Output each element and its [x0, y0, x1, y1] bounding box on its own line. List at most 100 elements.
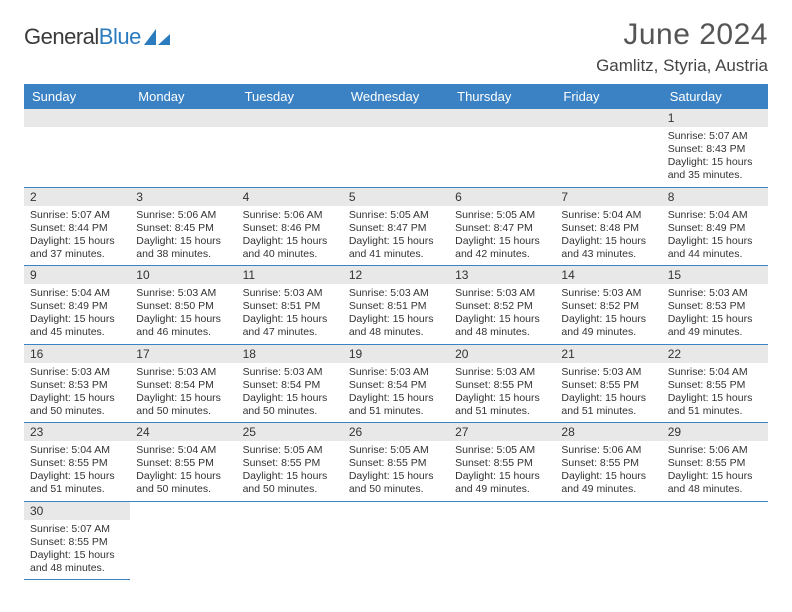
day-number: 7 — [555, 188, 661, 206]
calendar-cell: 11Sunrise: 5:03 AMSunset: 8:51 PMDayligh… — [237, 266, 343, 345]
brand-name: GeneralBlue — [24, 24, 141, 50]
day-body: Sunrise: 5:03 AMSunset: 8:55 PMDaylight:… — [449, 363, 555, 423]
day-body: Sunrise: 5:07 AMSunset: 8:55 PMDaylight:… — [24, 520, 130, 580]
calendar-cell: 9Sunrise: 5:04 AMSunset: 8:49 PMDaylight… — [24, 266, 130, 345]
calendar-cell-empty — [237, 501, 343, 580]
calendar-cell: 2Sunrise: 5:07 AMSunset: 8:44 PMDaylight… — [24, 187, 130, 266]
calendar-cell-empty — [555, 501, 661, 580]
calendar-cell-empty — [449, 501, 555, 580]
weekday-header-row: SundayMondayTuesdayWednesdayThursdayFrid… — [24, 84, 768, 109]
day-number: 27 — [449, 423, 555, 441]
day-body: Sunrise: 5:04 AMSunset: 8:55 PMDaylight:… — [130, 441, 236, 501]
calendar-cell: 24Sunrise: 5:04 AMSunset: 8:55 PMDayligh… — [130, 423, 236, 502]
day-number: 25 — [237, 423, 343, 441]
sail-icon — [143, 28, 171, 46]
day-body: Sunrise: 5:03 AMSunset: 8:52 PMDaylight:… — [449, 284, 555, 344]
calendar-cell: 28Sunrise: 5:06 AMSunset: 8:55 PMDayligh… — [555, 423, 661, 502]
weekday-header: Sunday — [24, 84, 130, 109]
day-number: 19 — [343, 345, 449, 363]
day-number: 30 — [24, 502, 130, 520]
calendar-row: 30Sunrise: 5:07 AMSunset: 8:55 PMDayligh… — [24, 501, 768, 580]
day-number: 17 — [130, 345, 236, 363]
day-number: 28 — [555, 423, 661, 441]
weekday-header: Thursday — [449, 84, 555, 109]
day-body: Sunrise: 5:03 AMSunset: 8:50 PMDaylight:… — [130, 284, 236, 344]
calendar-cell: 6Sunrise: 5:05 AMSunset: 8:47 PMDaylight… — [449, 187, 555, 266]
calendar-cell: 19Sunrise: 5:03 AMSunset: 8:54 PMDayligh… — [343, 344, 449, 423]
brand-logo: GeneralBlue — [24, 24, 171, 50]
day-body: Sunrise: 5:03 AMSunset: 8:51 PMDaylight:… — [343, 284, 449, 344]
calendar-cell: 15Sunrise: 5:03 AMSunset: 8:53 PMDayligh… — [662, 266, 768, 345]
day-number: 9 — [24, 266, 130, 284]
day-number: 14 — [555, 266, 661, 284]
calendar-cell: 16Sunrise: 5:03 AMSunset: 8:53 PMDayligh… — [24, 344, 130, 423]
location: Gamlitz, Styria, Austria — [596, 56, 768, 76]
brand-name-b: Blue — [99, 24, 141, 49]
calendar-cell-empty — [555, 109, 661, 187]
day-body: Sunrise: 5:03 AMSunset: 8:53 PMDaylight:… — [662, 284, 768, 344]
day-number: 21 — [555, 345, 661, 363]
calendar-cell: 17Sunrise: 5:03 AMSunset: 8:54 PMDayligh… — [130, 344, 236, 423]
calendar-row: 16Sunrise: 5:03 AMSunset: 8:53 PMDayligh… — [24, 344, 768, 423]
brand-name-a: General — [24, 24, 99, 49]
day-body: Sunrise: 5:03 AMSunset: 8:53 PMDaylight:… — [24, 363, 130, 423]
weekday-header: Wednesday — [343, 84, 449, 109]
calendar-cell-empty — [237, 109, 343, 187]
calendar-cell: 29Sunrise: 5:06 AMSunset: 8:55 PMDayligh… — [662, 423, 768, 502]
day-body: Sunrise: 5:05 AMSunset: 8:47 PMDaylight:… — [343, 206, 449, 266]
calendar-cell: 1Sunrise: 5:07 AMSunset: 8:43 PMDaylight… — [662, 109, 768, 187]
day-number: 3 — [130, 188, 236, 206]
day-number: 20 — [449, 345, 555, 363]
calendar-cell: 27Sunrise: 5:05 AMSunset: 8:55 PMDayligh… — [449, 423, 555, 502]
day-number: 2 — [24, 188, 130, 206]
calendar-cell-empty — [449, 109, 555, 187]
calendar-cell-empty — [343, 501, 449, 580]
weekday-header: Friday — [555, 84, 661, 109]
calendar-cell: 5Sunrise: 5:05 AMSunset: 8:47 PMDaylight… — [343, 187, 449, 266]
day-number: 29 — [662, 423, 768, 441]
day-body: Sunrise: 5:07 AMSunset: 8:44 PMDaylight:… — [24, 206, 130, 266]
header: GeneralBlue June 2024 Gamlitz, Styria, A… — [24, 18, 768, 76]
day-number: 10 — [130, 266, 236, 284]
day-number: 13 — [449, 266, 555, 284]
weekday-header: Tuesday — [237, 84, 343, 109]
title-block: June 2024 Gamlitz, Styria, Austria — [596, 18, 768, 76]
calendar-cell: 14Sunrise: 5:03 AMSunset: 8:52 PMDayligh… — [555, 266, 661, 345]
month-title: June 2024 — [596, 18, 768, 52]
day-number: 18 — [237, 345, 343, 363]
weekday-header: Saturday — [662, 84, 768, 109]
calendar-cell: 10Sunrise: 5:03 AMSunset: 8:50 PMDayligh… — [130, 266, 236, 345]
calendar-cell: 8Sunrise: 5:04 AMSunset: 8:49 PMDaylight… — [662, 187, 768, 266]
calendar-cell-empty — [662, 501, 768, 580]
day-body: Sunrise: 5:03 AMSunset: 8:51 PMDaylight:… — [237, 284, 343, 344]
day-body: Sunrise: 5:06 AMSunset: 8:55 PMDaylight:… — [555, 441, 661, 501]
calendar-cell-empty — [130, 501, 236, 580]
day-number: 8 — [662, 188, 768, 206]
day-number: 15 — [662, 266, 768, 284]
day-body: Sunrise: 5:06 AMSunset: 8:46 PMDaylight:… — [237, 206, 343, 266]
day-body: Sunrise: 5:06 AMSunset: 8:45 PMDaylight:… — [130, 206, 236, 266]
day-number: 22 — [662, 345, 768, 363]
calendar-row: 1Sunrise: 5:07 AMSunset: 8:43 PMDaylight… — [24, 109, 768, 187]
calendar-cell: 20Sunrise: 5:03 AMSunset: 8:55 PMDayligh… — [449, 344, 555, 423]
calendar-row: 9Sunrise: 5:04 AMSunset: 8:49 PMDaylight… — [24, 266, 768, 345]
day-body: Sunrise: 5:03 AMSunset: 8:54 PMDaylight:… — [130, 363, 236, 423]
day-body: Sunrise: 5:04 AMSunset: 8:55 PMDaylight:… — [662, 363, 768, 423]
day-number: 12 — [343, 266, 449, 284]
day-body: Sunrise: 5:04 AMSunset: 8:49 PMDaylight:… — [24, 284, 130, 344]
day-number: 5 — [343, 188, 449, 206]
calendar-cell-empty — [130, 109, 236, 187]
calendar-cell: 22Sunrise: 5:04 AMSunset: 8:55 PMDayligh… — [662, 344, 768, 423]
day-body: Sunrise: 5:05 AMSunset: 8:55 PMDaylight:… — [449, 441, 555, 501]
calendar-cell: 13Sunrise: 5:03 AMSunset: 8:52 PMDayligh… — [449, 266, 555, 345]
weekday-header: Monday — [130, 84, 236, 109]
calendar-cell: 4Sunrise: 5:06 AMSunset: 8:46 PMDaylight… — [237, 187, 343, 266]
calendar-cell: 12Sunrise: 5:03 AMSunset: 8:51 PMDayligh… — [343, 266, 449, 345]
day-number: 6 — [449, 188, 555, 206]
day-body: Sunrise: 5:04 AMSunset: 8:49 PMDaylight:… — [662, 206, 768, 266]
calendar-table: SundayMondayTuesdayWednesdayThursdayFrid… — [24, 84, 768, 580]
calendar-cell: 25Sunrise: 5:05 AMSunset: 8:55 PMDayligh… — [237, 423, 343, 502]
day-body: Sunrise: 5:04 AMSunset: 8:55 PMDaylight:… — [24, 441, 130, 501]
day-number: 11 — [237, 266, 343, 284]
day-number: 1 — [662, 109, 768, 127]
